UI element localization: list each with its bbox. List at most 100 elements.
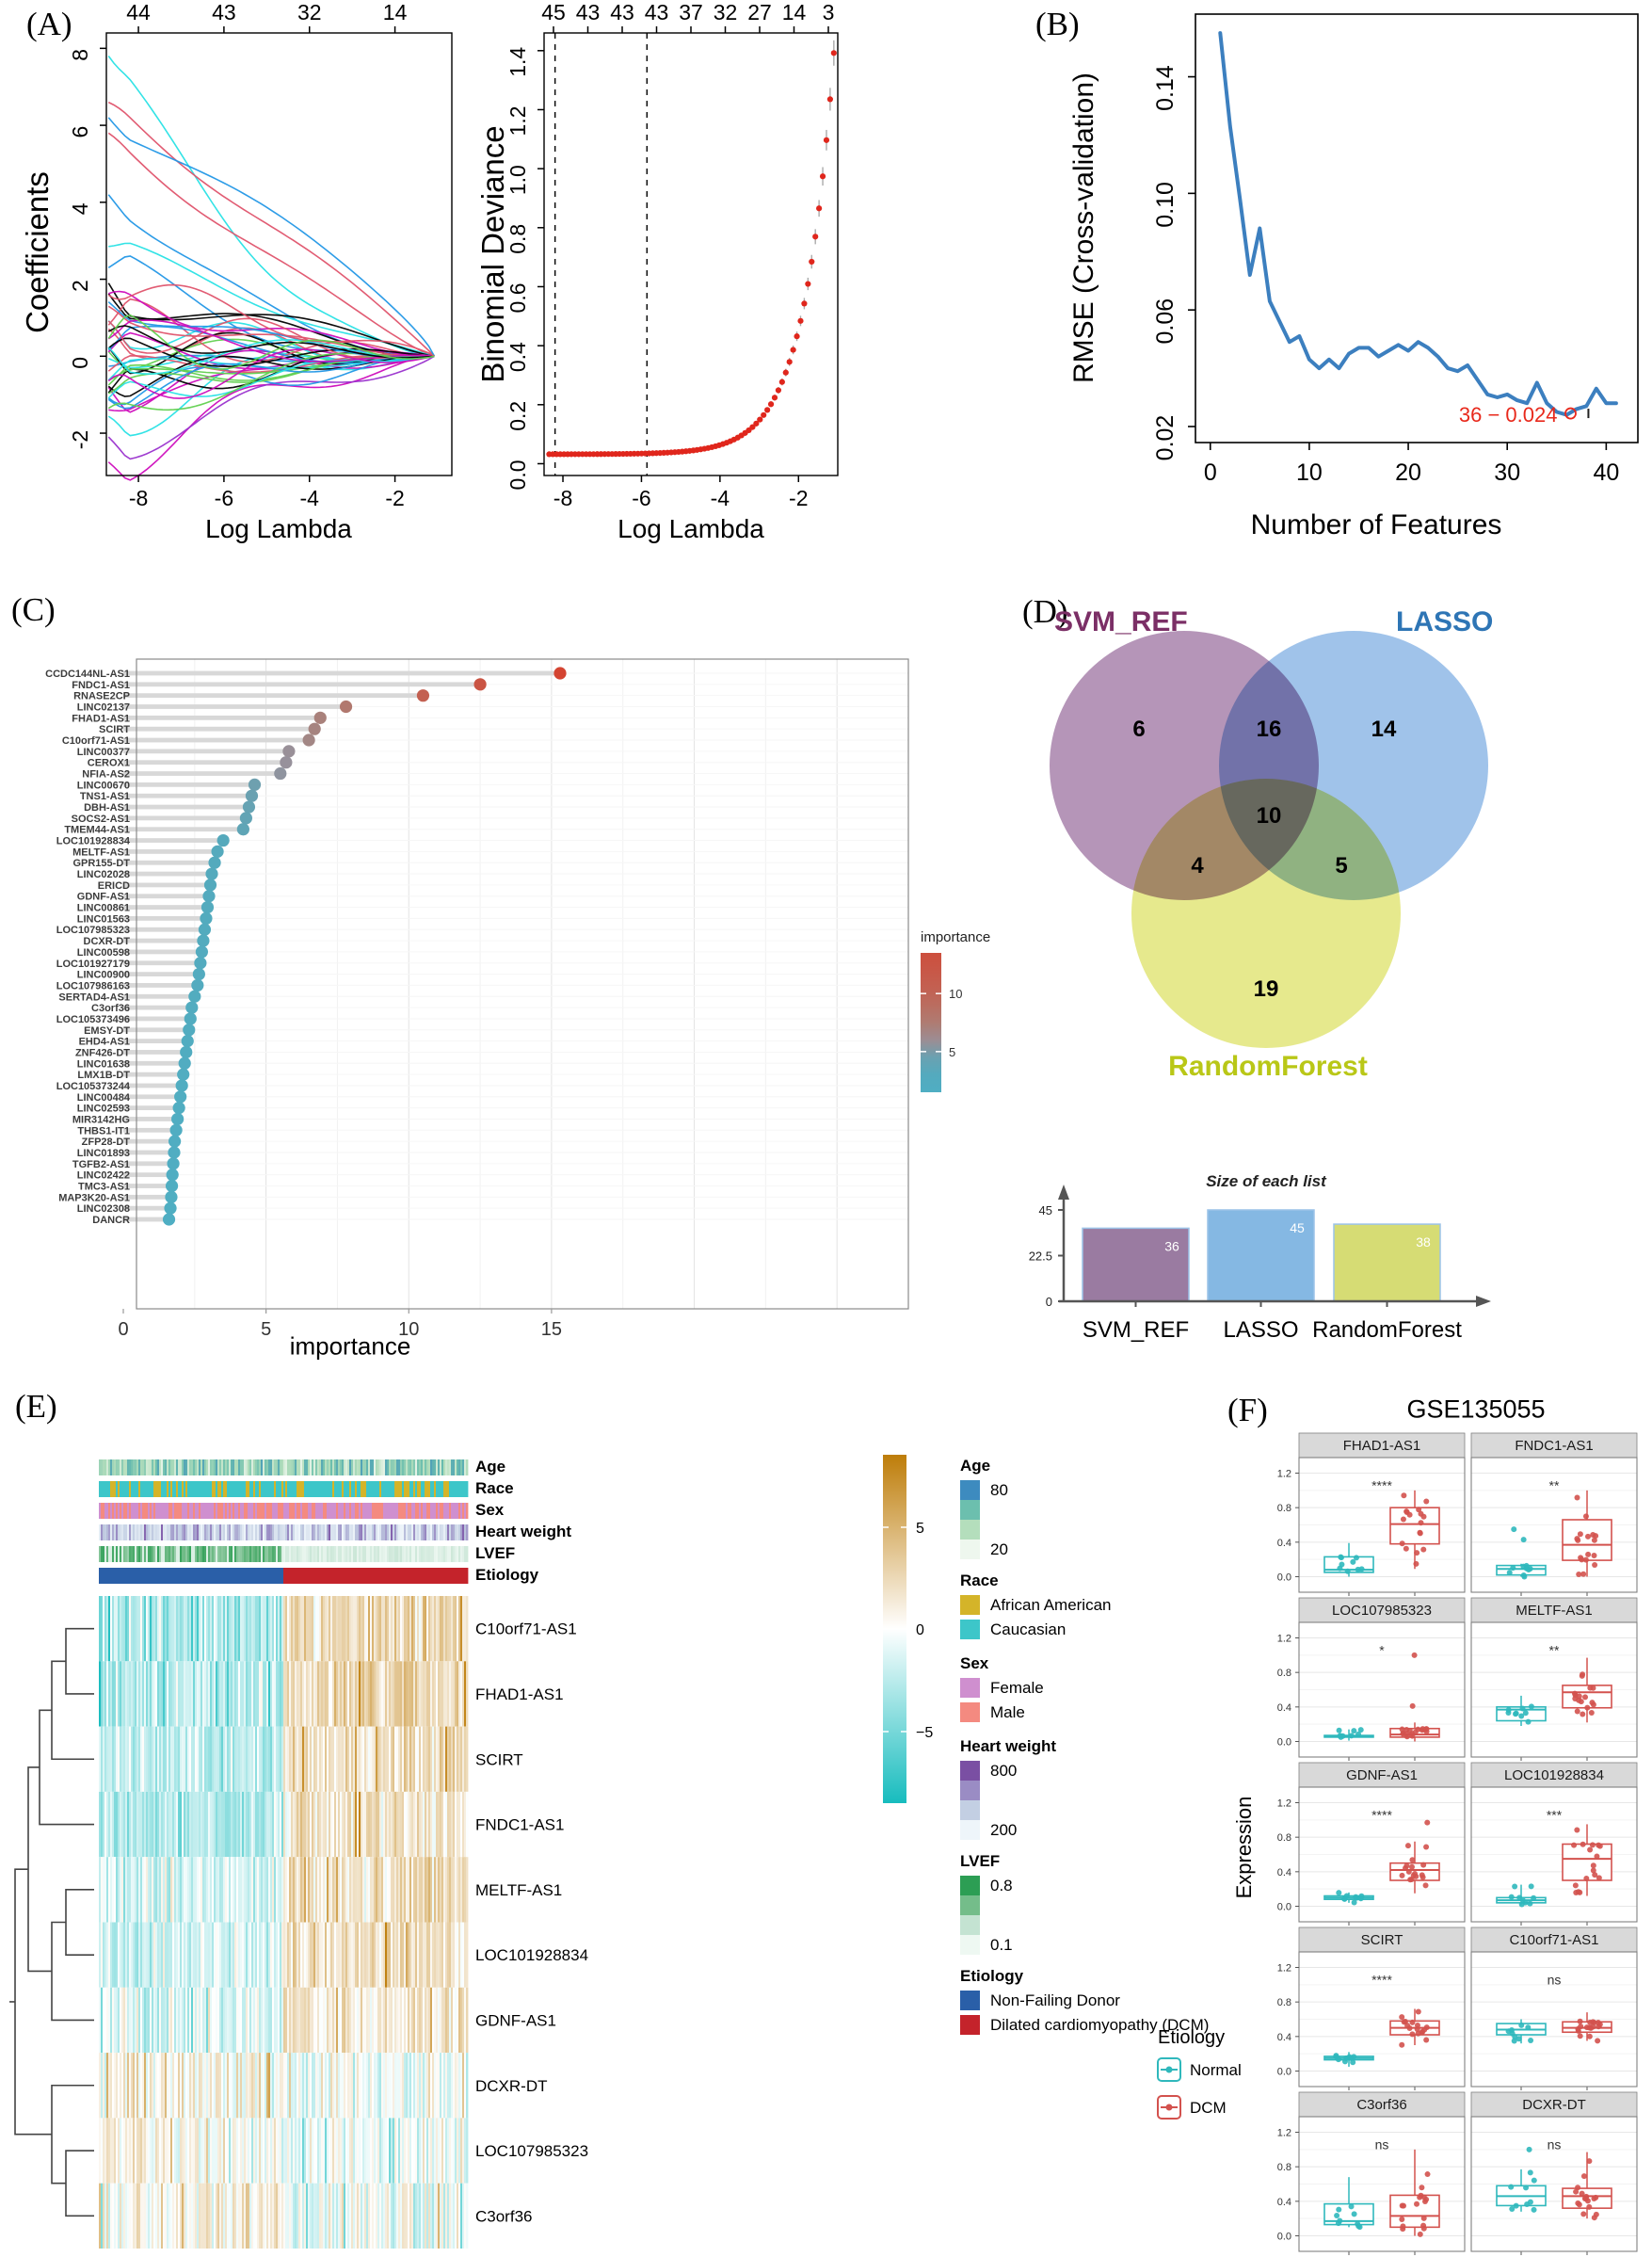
lollipop-stem [123, 771, 281, 776]
gene-label: LINC00484 [77, 1092, 131, 1104]
y-tick-label: 0.4 [1277, 2197, 1291, 2208]
y-tick-label: 0.4 [1277, 2032, 1291, 2043]
jitter-dot [1420, 2222, 1427, 2229]
facet-title: SCIRT [1361, 1932, 1403, 1948]
lollipop-stem [123, 1016, 191, 1022]
jitter-dot [1592, 1561, 1598, 1568]
jitter-dot [1518, 1901, 1525, 1908]
gene-label: LINC00670 [77, 780, 130, 791]
label: 1.2 [505, 105, 530, 136]
jitter-dot [1423, 2037, 1430, 2043]
jitter-dot [1576, 1697, 1582, 1703]
label: 15 [541, 1319, 562, 1340]
lollipop-dot [416, 689, 430, 702]
facet-strip [1470, 1597, 1638, 1623]
lollipop-stem [123, 972, 200, 976]
jitter-dot [1412, 1870, 1419, 1877]
facet-strip [1470, 2091, 1638, 2118]
y-tick-label: 0.0 [1277, 2067, 1291, 2078]
label: 0.02 [1152, 415, 1179, 461]
importance-legend: importance 10 5 [921, 929, 990, 1092]
lollipop-stem [123, 905, 208, 910]
heatmap-gene-label: MELTF-AS1 [475, 1881, 562, 1899]
jitter-dot [1350, 2059, 1356, 2066]
top-axis-count: 14 [383, 0, 408, 24]
label: 0 [916, 1622, 924, 1638]
lollipop-dot [197, 934, 210, 947]
gene-label: ERICD [98, 880, 130, 892]
label: 0.6 [505, 282, 530, 313]
jitter-dot [1579, 1556, 1585, 1563]
jitter-dot [1353, 1894, 1359, 1900]
legend-value: Caucasian [990, 1620, 1066, 1638]
gene-label: LOC105373496 [56, 1014, 130, 1025]
value-colorbar: 5 0 −5 [883, 1455, 933, 1803]
lollipop-stem [123, 1138, 175, 1144]
gene-label: TMEM44-AS1 [64, 825, 130, 836]
gene-label: NFIA-AS2 [82, 769, 130, 781]
lollipop-stem [123, 1105, 180, 1111]
label: -8 [553, 486, 572, 510]
lollipop-dot [248, 778, 262, 791]
row-dendrogram [9, 1627, 94, 2217]
lollipop-stem [123, 726, 315, 732]
jitter-dot [1348, 1733, 1355, 1739]
label: 2 [68, 280, 92, 292]
lollipop-dot [171, 1112, 184, 1126]
label: -2 [789, 486, 808, 510]
y-tick-label: 0.0 [1277, 1572, 1291, 1584]
jitter-dot [1586, 2203, 1593, 2210]
facet-strip [1470, 1432, 1638, 1459]
jitter-dot [1420, 1546, 1427, 1553]
jitter-dot [1417, 2231, 1423, 2237]
annotation-row-label: LVEF [475, 1544, 515, 1562]
y-tick-label: 0.8 [1277, 1503, 1291, 1514]
lollipop-stem [123, 715, 321, 720]
jitter-dot [1357, 1727, 1364, 1733]
lollipop-stem [123, 938, 203, 943]
label: -8 [129, 486, 148, 510]
panel-letter-c: (C) [11, 591, 56, 628]
venn-count: 16 [1257, 717, 1282, 742]
lollipop-dot [198, 923, 212, 936]
box [1389, 2194, 1440, 2229]
label: 40 [1593, 459, 1619, 486]
significance-label: **** [1371, 1972, 1392, 1987]
jitter-dot [1510, 1565, 1516, 1572]
heatmap-gene-label: LOC107985323 [475, 2142, 588, 2160]
jitter-dot [1525, 2024, 1532, 2031]
lollipop-stem [123, 1217, 169, 1222]
lollipop-stem [123, 760, 286, 766]
lollipop-dot [169, 1123, 183, 1137]
gene-label: LOC107986163 [56, 980, 130, 991]
jitter-dot [1575, 1889, 1581, 1895]
jitter-dot [1420, 1513, 1427, 1520]
jitter-dot [1527, 1900, 1533, 1907]
lollipop-stem [123, 1161, 174, 1167]
top-axis-count: 32 [714, 0, 738, 24]
heatmap-gene-label: C10orf71-AS1 [475, 1620, 577, 1638]
lollipop-dot [188, 990, 201, 1003]
jitter-dot [1403, 1731, 1410, 1737]
jitter-dot [1523, 1565, 1530, 1572]
lollipop-stem [123, 804, 249, 810]
label: 5 [949, 1045, 955, 1059]
jitter-dot [1577, 1531, 1583, 1538]
gene-label: LINC02422 [77, 1170, 130, 1182]
jitter-dot [1583, 1876, 1590, 1882]
bar-value: 38 [1416, 1234, 1431, 1249]
lollipop-dot [202, 890, 216, 903]
lollipop-stem [123, 983, 198, 988]
lollipop-stem [123, 749, 289, 754]
label: 0 [1046, 1295, 1052, 1309]
facet-strip [1298, 1432, 1466, 1459]
lollipop-dot [217, 833, 230, 847]
lollipop-stem [123, 704, 346, 709]
label: 20 [1395, 459, 1421, 486]
jitter-dot [1399, 2014, 1405, 2021]
jitter-dot [1405, 1868, 1412, 1875]
panel-letter-a: (A) [26, 6, 72, 42]
jitter-dot [1575, 1537, 1581, 1543]
facet-title: C10orf71-AS1 [1509, 1932, 1598, 1948]
lollipop-dot [192, 967, 205, 981]
